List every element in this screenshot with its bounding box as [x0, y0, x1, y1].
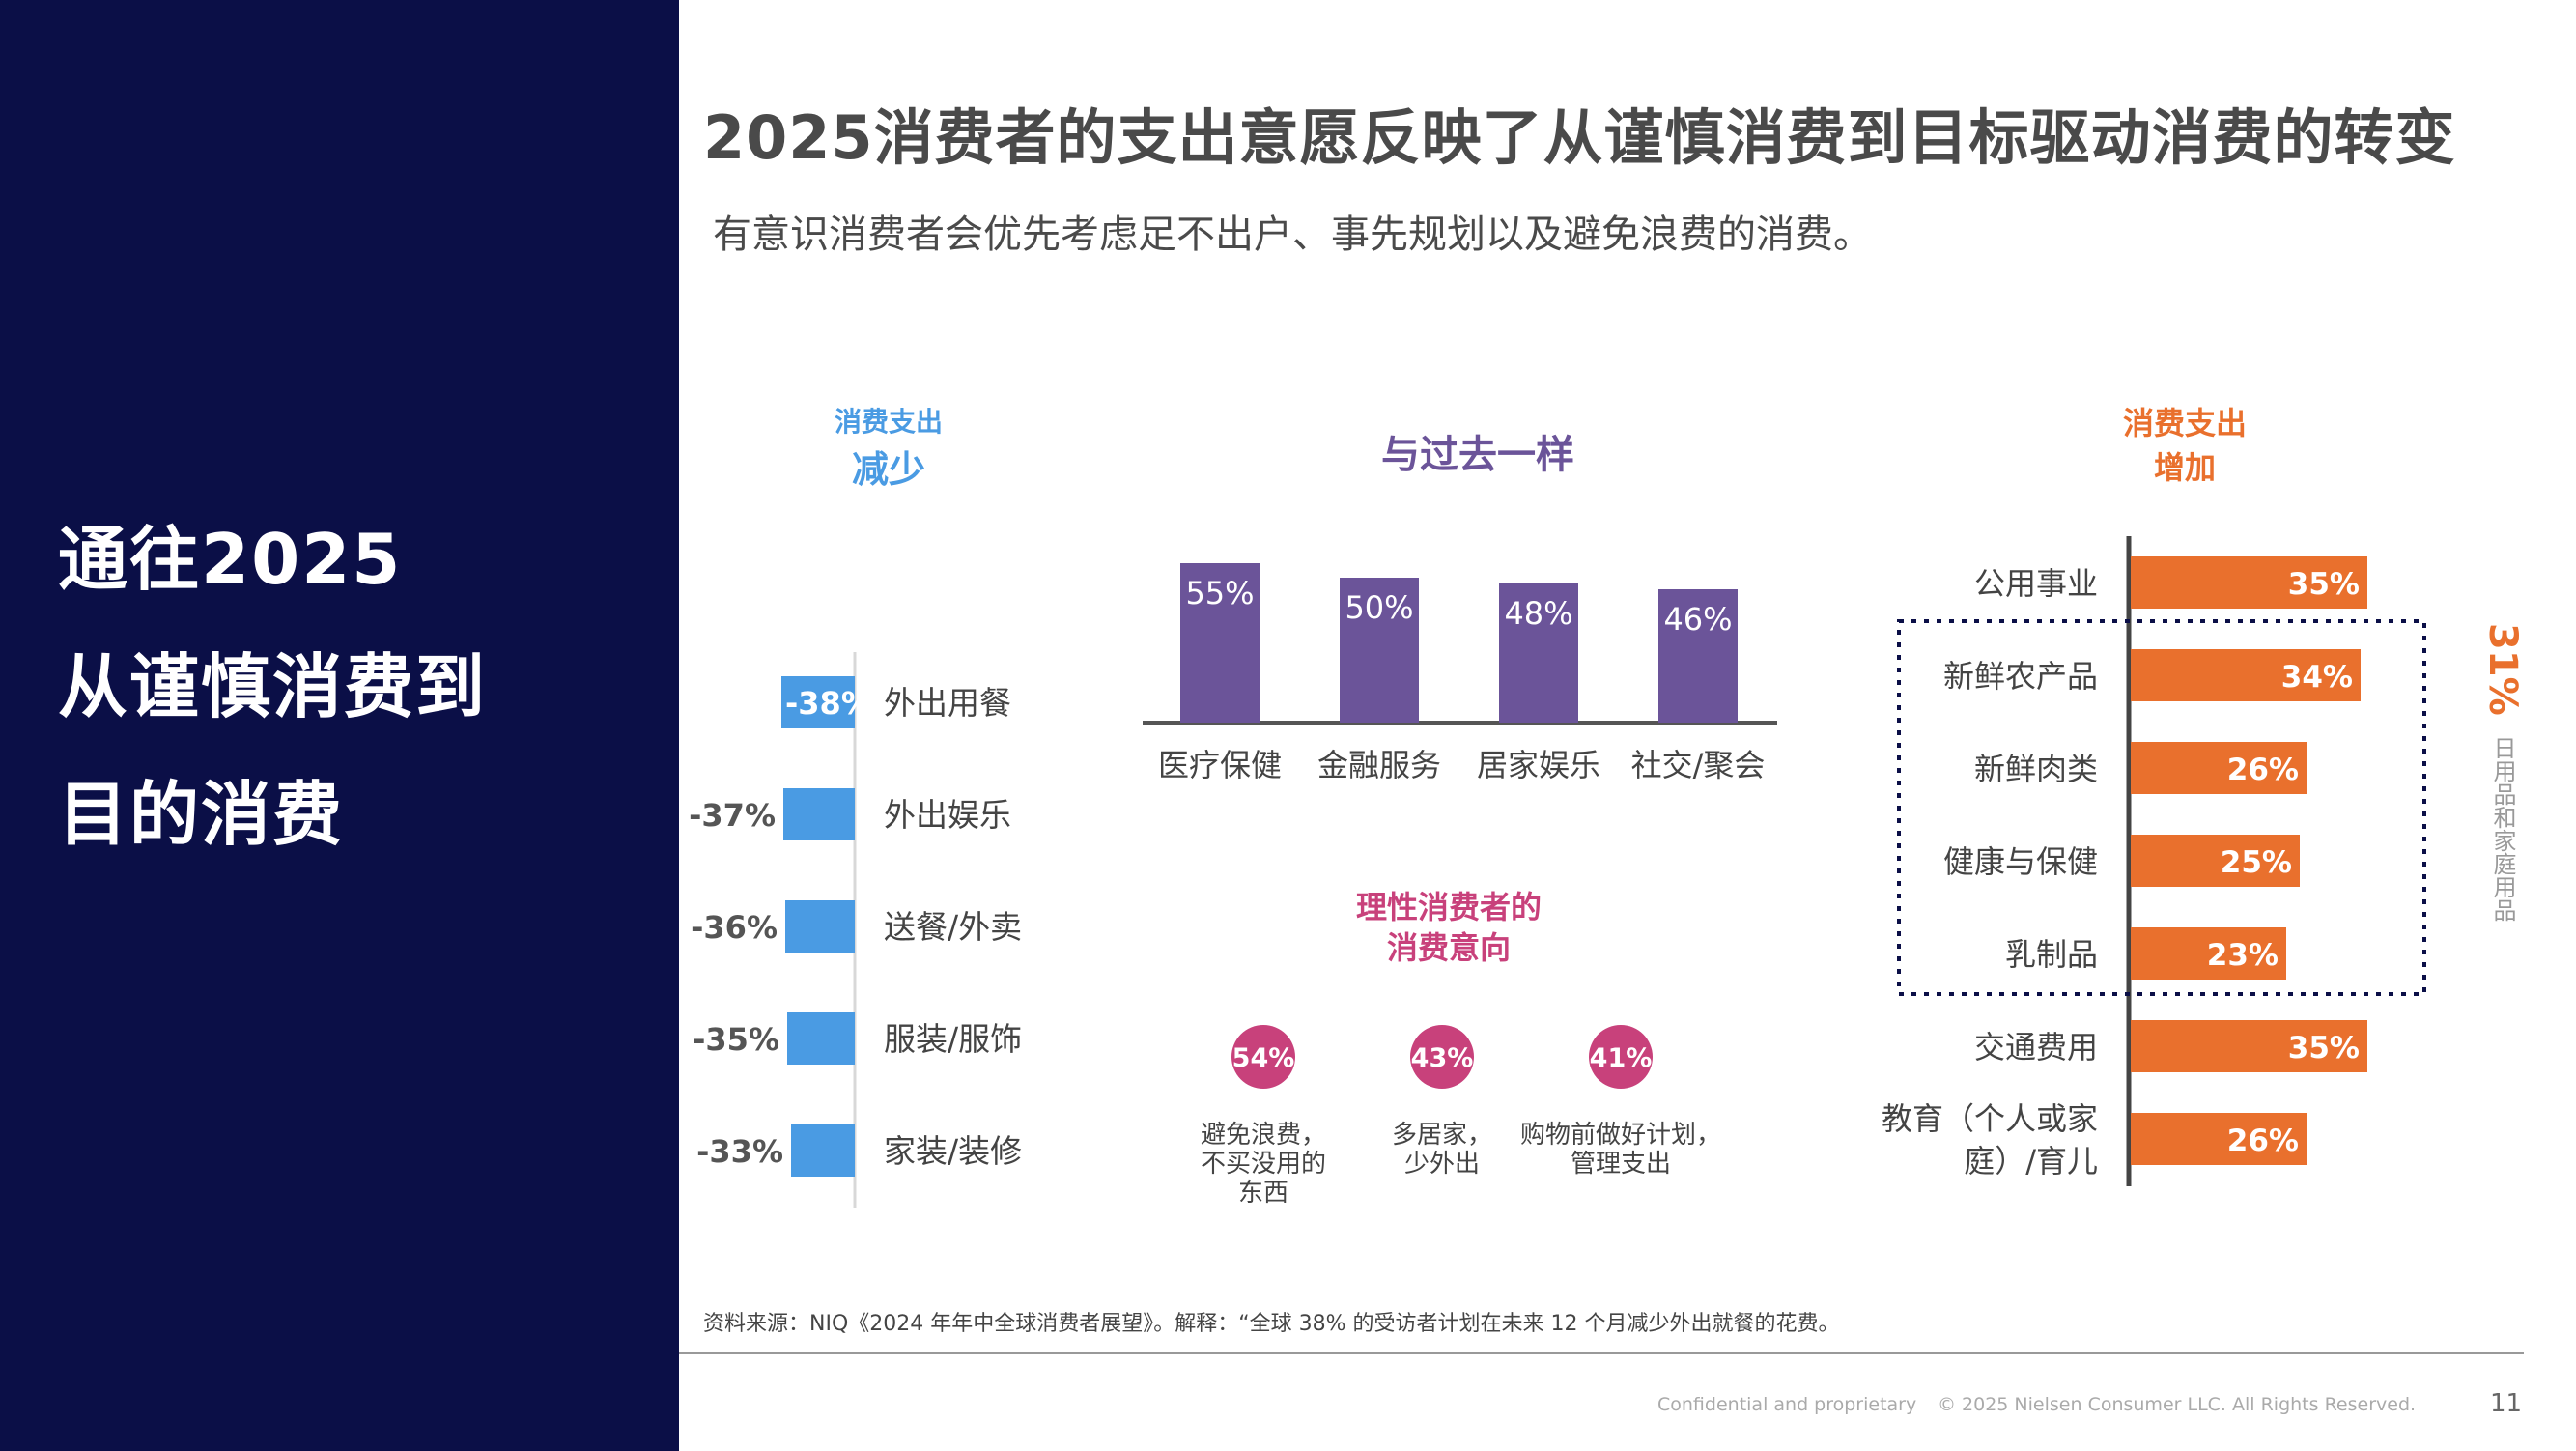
intent-category-line: 东西: [1237, 1179, 1288, 1208]
intent-category-line: 避免浪费，: [1200, 1121, 1326, 1150]
intent-heading: 理性消费者的 消费意向: [1304, 887, 1594, 968]
intent-category-line: 购物前做好计划，: [1519, 1121, 1721, 1150]
group-annotation: 31% 日用品和家庭用品: [2461, 623, 2525, 922]
decrease-category-label: 外出用餐: [884, 684, 1011, 722]
left-panel: 通往2025 从谨慎消费到 目的消费: [0, 0, 679, 1451]
page-subtitle: 有意识消费者会优先考虑足不出户、事先规划以及避免浪费的消费。: [713, 213, 1872, 257]
increase-value-label: 25%: [2221, 845, 2292, 880]
decrease-bar: [781, 676, 855, 728]
intent-heading-line-2: 消费意向: [1386, 929, 1511, 966]
decrease-value-label: -37%: [689, 797, 776, 834]
copyright-text: © 2025 Nielsen Consumer LLC. All Rights …: [1938, 1394, 2417, 1415]
decrease-bar: [787, 1012, 855, 1065]
increase-bar: [2131, 742, 2307, 794]
intent-circle: [1231, 1025, 1295, 1089]
decrease-heading: 消费支出 减少: [792, 401, 985, 493]
increase-category-label: 庭）/育儿: [1964, 1143, 2098, 1180]
same-value-label: 50%: [1345, 589, 1413, 626]
intent-circle: [1589, 1025, 1653, 1089]
increase-category-label: 公用事业: [1974, 565, 2098, 602]
decrease-category-label: 家装/装修: [884, 1132, 1022, 1170]
increase-value-label: 34%: [2281, 660, 2353, 695]
same-value-label: 48%: [1504, 595, 1572, 632]
intent-category-label: 多居家， 少外出: [1316, 1121, 1568, 1179]
same-bar: [1180, 563, 1260, 723]
source-note: 资料来源：NIQ《2024 年年中全球消费者展望》。解释：“全球 38% 的受访…: [703, 1312, 1840, 1336]
left-title-line-1: 通往2025: [58, 519, 403, 600]
intent-category-label: 购物前做好计划， 管理支出: [1495, 1121, 1746, 1179]
intent-category-label: 避免浪费， 不买没用的 东西: [1138, 1121, 1389, 1208]
increase-category-label: 交通费用: [1974, 1029, 2098, 1066]
group-highlight-box: [1897, 619, 2426, 996]
intent-circle: [1410, 1025, 1474, 1089]
increase-value-label: 26%: [2227, 753, 2299, 787]
intent-value-label: 54%: [1232, 1043, 1295, 1073]
same-bar: [1658, 589, 1738, 723]
intent-value-label: 41%: [1590, 1043, 1653, 1073]
same-category-label: 居家娱乐: [1477, 747, 1600, 783]
same-bar: [1499, 583, 1578, 723]
decrease-value-label: -35%: [693, 1021, 779, 1058]
increase-value-label: 35%: [2288, 1031, 2360, 1066]
same-category-label: 社交/聚会: [1631, 747, 1766, 783]
same-category-label: 医疗保健: [1158, 747, 1282, 783]
decrease-bar: [785, 900, 855, 953]
increase-heading-line-1: 消费支出: [2122, 405, 2247, 441]
increase-category-label: 健康与保健: [1943, 843, 2098, 880]
confidential-text: Confidential and proprietary: [1657, 1394, 1917, 1415]
same-value-label: 55%: [1185, 575, 1254, 612]
decrease-heading-line-1: 消费支出: [834, 406, 943, 438]
left-title-line-2: 从谨慎消费到: [58, 646, 488, 727]
increase-value-label: 26%: [2227, 1124, 2299, 1158]
intent-heading-line-1: 理性消费者的: [1355, 889, 1542, 925]
decrease-heading-line-2: 减少: [851, 448, 925, 491]
decrease-category-label: 服装/服饰: [884, 1020, 1022, 1058]
same-value-label: 46%: [1663, 601, 1732, 638]
decrease-category-label: 送餐/外卖: [884, 908, 1022, 946]
increase-bar: [2131, 1020, 2367, 1072]
increase-category-label: 新鲜农产品: [1943, 658, 2098, 695]
left-title-line-3: 目的消费: [58, 774, 345, 855]
increase-bar: [2131, 556, 2367, 609]
footer-divider: [679, 1352, 2524, 1354]
group-annotation-value: 31%: [2480, 623, 2525, 716]
increase-bar: [2131, 649, 2361, 701]
decrease-category-label: 外出娱乐: [884, 796, 1011, 834]
increase-category-label: 教育（个人或家: [1882, 1100, 2098, 1137]
increase-bar: [2131, 835, 2300, 887]
increase-category-label: 乳制品: [2005, 936, 2098, 973]
decrease-value-label: -38%: [785, 685, 872, 722]
intent-category-line: 不买没用的: [1200, 1150, 1326, 1179]
decrease-bar: [791, 1124, 855, 1177]
decrease-value-label: -36%: [691, 909, 778, 946]
increase-value-label: 35%: [2288, 567, 2360, 602]
page-title: 2025消费者的支出意愿反映了从谨慎消费到目标驱动消费的转变: [703, 102, 2456, 173]
same-heading: 与过去一样: [1381, 433, 1574, 477]
group-annotation-label: 日用品和家庭用品: [2489, 735, 2516, 922]
decrease-value-label: -33%: [696, 1133, 783, 1170]
increase-value-label: 23%: [2207, 938, 2279, 973]
intent-category-line: 多居家，: [1391, 1121, 1492, 1150]
intent-value-label: 43%: [1411, 1043, 1474, 1073]
increase-category-label: 新鲜肉类: [1974, 751, 2098, 787]
decrease-bar: [783, 788, 855, 840]
increase-bar: [2131, 1113, 2307, 1165]
increase-heading: 消费支出 增加: [2088, 399, 2281, 488]
page-number: 11: [2490, 1389, 2523, 1418]
increase-bar: [2131, 927, 2286, 980]
same-bar: [1340, 578, 1419, 723]
intent-category-line: 管理支出: [1570, 1150, 1671, 1179]
intent-category-line: 少外出: [1403, 1150, 1480, 1179]
same-category-label: 金融服务: [1317, 747, 1441, 783]
increase-heading-line-2: 增加: [2153, 449, 2216, 486]
